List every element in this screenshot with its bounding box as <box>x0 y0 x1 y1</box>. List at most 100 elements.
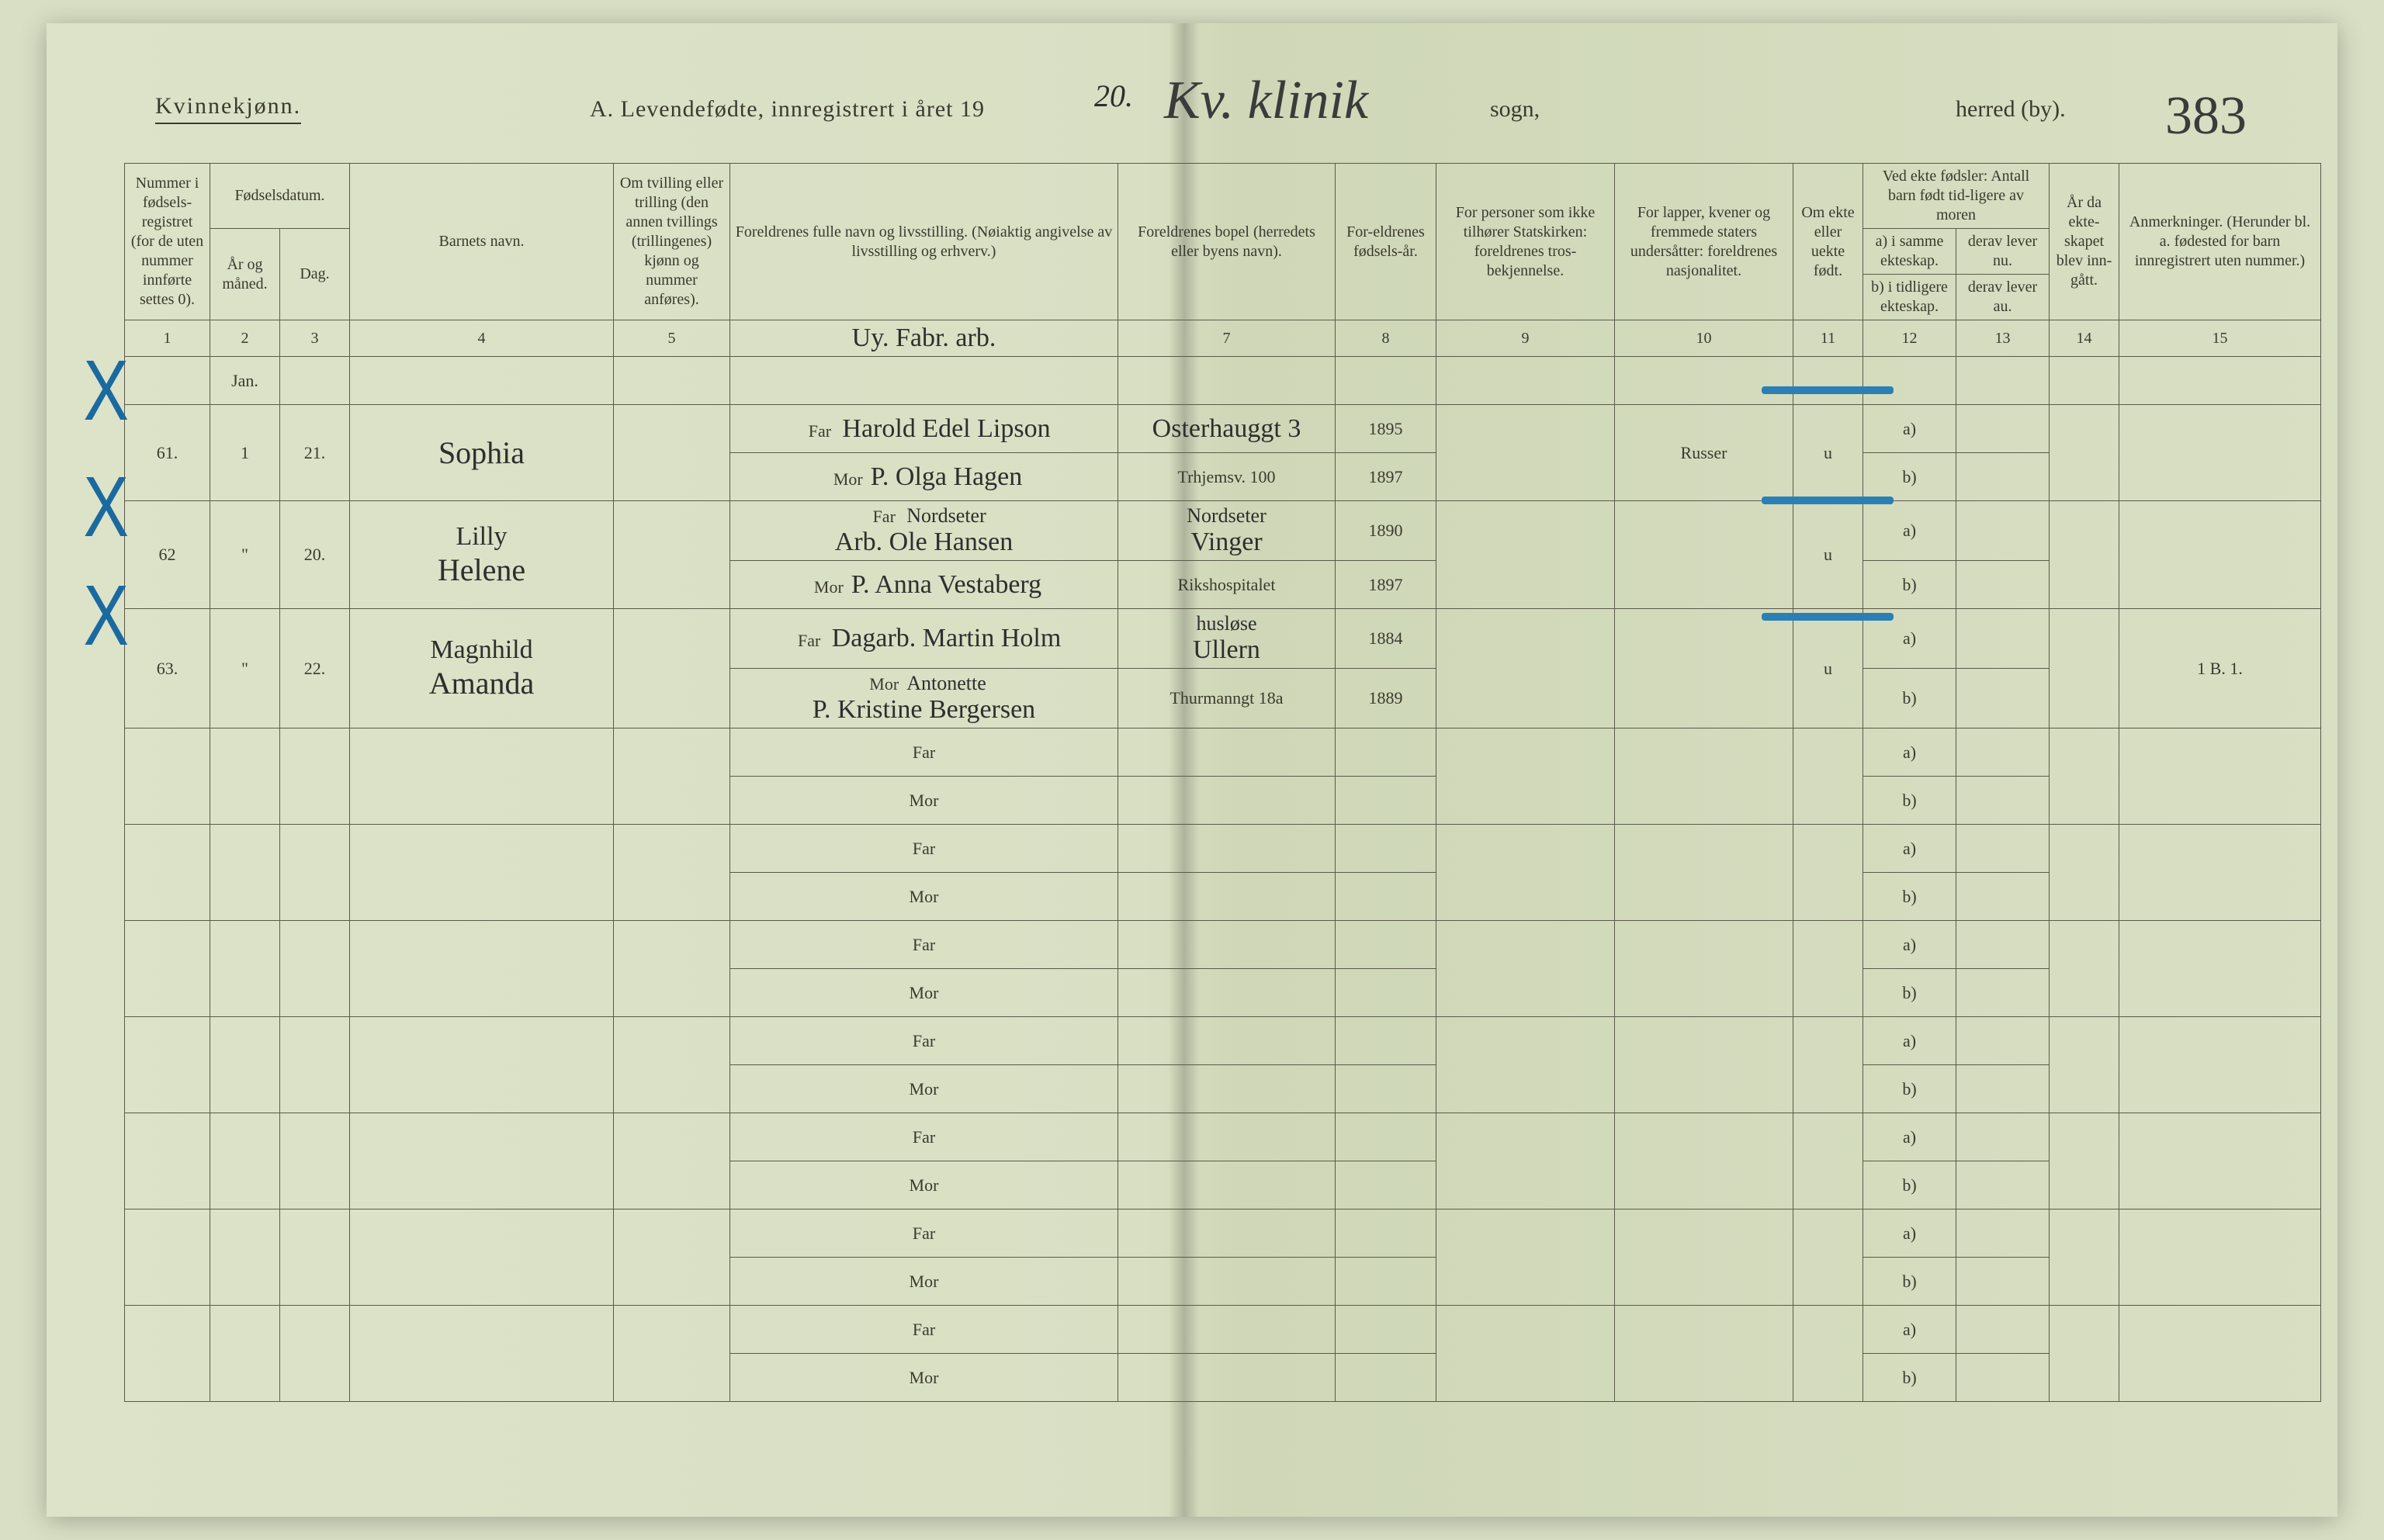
marriage-year <box>2050 609 2119 728</box>
col-15-head: Anmerkninger. (Herunder bl. a. fødested … <box>2119 164 2321 320</box>
mor-name: P. Kristine Bergersen <box>813 695 1035 724</box>
mor-over: Antonette <box>906 672 986 694</box>
ab-b: b) <box>1863 561 1956 609</box>
cell <box>210 825 280 921</box>
far-bopel: Vinger <box>1190 528 1262 556</box>
colnum: 1 <box>125 320 210 357</box>
cell <box>1436 825 1615 921</box>
nationality: Russer <box>1615 405 1793 501</box>
district-label: herred (by). <box>1956 96 2066 123</box>
col-8-head: For-eldrenes fødsels-år. <box>1336 164 1436 320</box>
cell <box>1956 1210 2050 1258</box>
col-13b-head: derav lever au. <box>1956 275 2050 320</box>
cell <box>1118 969 1336 1017</box>
ab-b: b) <box>1863 777 1956 825</box>
colnum: 2 <box>210 320 280 357</box>
entry-number: 61. <box>125 405 210 501</box>
mor-label: Mor <box>902 791 947 811</box>
colnum: 12 <box>1863 320 1956 357</box>
ab-b: b) <box>1863 1161 1956 1210</box>
gender-heading: Kvinnekjønn. <box>155 93 301 124</box>
child-name-cell: LillyHelene <box>350 501 614 609</box>
ab-b: b) <box>1863 969 1956 1017</box>
colnum: 3 <box>280 320 350 357</box>
cell <box>1436 357 1615 405</box>
cell <box>1118 1354 1336 1402</box>
cell <box>1118 1113 1336 1161</box>
month-hand: Jan. <box>210 357 280 405</box>
cell <box>1336 825 1436 873</box>
colnum: Uy. Fabr. arb. <box>730 320 1118 357</box>
cell <box>1956 873 2050 921</box>
cell <box>1436 728 1615 825</box>
mor-label: Mor <box>902 1079 947 1099</box>
cell <box>350 728 614 825</box>
cell <box>2050 921 2119 1017</box>
cell <box>2050 1113 2119 1210</box>
blue-strike <box>1762 386 1894 394</box>
ab-a: a) <box>1863 501 1956 561</box>
cell <box>2119 825 2321 921</box>
blank-far-row: Fara) <box>125 1306 2321 1354</box>
cell <box>350 1113 614 1210</box>
cell <box>1956 1161 2050 1210</box>
blank-far-row: Fara) <box>125 728 2321 777</box>
far-cell: Far <box>730 921 1118 969</box>
colnum: 11 <box>1793 320 1863 357</box>
colnum: 7 <box>1118 320 1336 357</box>
blue-x-mark: X <box>83 566 129 665</box>
cell <box>280 1113 350 1210</box>
cell <box>2119 1306 2321 1402</box>
entry-number: 63. <box>125 609 210 728</box>
col-2a-head: År og måned. <box>210 229 280 320</box>
col-10-head: For lapper, kvener og fremmede staters u… <box>1615 164 1793 320</box>
cell <box>1336 1210 1436 1258</box>
cell <box>1956 1354 2050 1402</box>
cell <box>614 1210 730 1306</box>
cell <box>1615 357 1793 405</box>
far-name: Harold Edel Lipson <box>842 414 1050 443</box>
cell <box>1336 728 1436 777</box>
c13b <box>1956 669 2050 728</box>
child-name: Helene <box>438 552 525 587</box>
ab-a: a) <box>1863 1017 1956 1065</box>
column-number-row: 1 2 3 4 5 Uy. Fabr. arb. 7 8 9 10 11 12 … <box>125 320 2321 357</box>
mor-label: Mor <box>902 983 947 1003</box>
ab-b: b) <box>1863 1065 1956 1113</box>
cell <box>2050 1306 2119 1402</box>
ab-b: b) <box>1863 669 1956 728</box>
blank-far-row: Far a) <box>125 1210 2321 1258</box>
cell <box>210 1113 280 1210</box>
colnum: 10 <box>1615 320 1793 357</box>
cell <box>1436 1113 1615 1210</box>
far-birthyear: 1890 <box>1336 501 1436 561</box>
cell <box>1336 1017 1436 1065</box>
far-cell: FarHarold Edel Lipson <box>730 405 1118 453</box>
tros-cell <box>1436 609 1615 728</box>
mor-name: P. Olga Hagen <box>871 462 1022 491</box>
cell <box>1436 1017 1615 1113</box>
ab-a: a) <box>1863 1210 1956 1258</box>
tros-cell <box>1436 405 1615 501</box>
cell <box>1118 1017 1336 1065</box>
mor-cell: Mor <box>730 1258 1118 1306</box>
colnum: 4 <box>350 320 614 357</box>
cell <box>1336 1354 1436 1402</box>
cell <box>1336 357 1436 405</box>
far-birthyear: 1884 <box>1336 609 1436 669</box>
marriage-year <box>2050 501 2119 609</box>
c13a <box>1956 405 2050 453</box>
far-cell: Far <box>730 1113 1118 1161</box>
cell <box>1793 921 1863 1017</box>
mor-label: Mor <box>902 887 947 907</box>
cell <box>210 1017 280 1113</box>
mor-cell: Mor <box>730 1065 1118 1113</box>
col-4-head: Barnets navn. <box>350 164 614 320</box>
far-cell: Far <box>730 1210 1118 1258</box>
child-name-over: Lilly <box>355 522 608 552</box>
col-6-head: Foreldrenes fulle navn og livsstilling. … <box>730 164 1118 320</box>
cell <box>350 357 614 405</box>
cell <box>1956 1017 2050 1065</box>
cell <box>280 1210 350 1306</box>
remarks <box>2119 501 2321 609</box>
